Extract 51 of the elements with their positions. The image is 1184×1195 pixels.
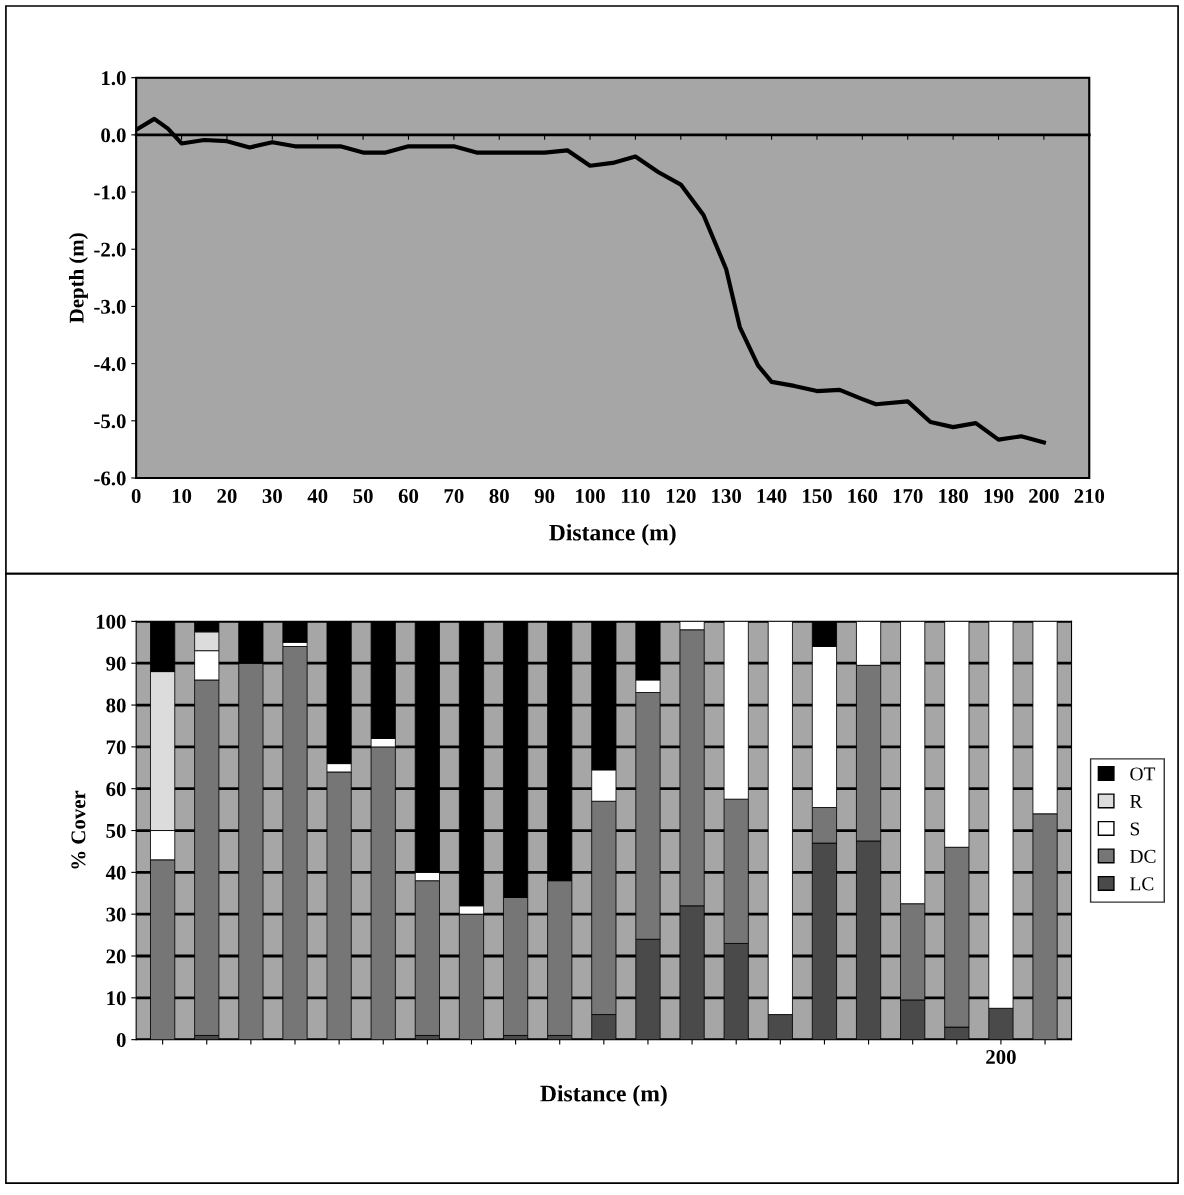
x-tick-label: 130	[712, 489, 742, 504]
x-tick-label: 150	[803, 489, 832, 504]
x-axis-title: Distance (m)	[540, 1084, 667, 1107]
legend-label: R	[1130, 795, 1143, 808]
x-tick-label: 70	[444, 489, 464, 504]
x-tick-label: 190	[984, 489, 1014, 504]
x-tick-label: 80	[489, 489, 509, 504]
x-tick-label: 50	[353, 489, 373, 504]
legend-label: DC	[1130, 849, 1156, 863]
x-tick-label: 0	[131, 489, 141, 504]
x-tick-label: 60	[398, 489, 419, 504]
x-tick-label: 170	[893, 489, 923, 504]
x-tick-label: 90	[534, 489, 555, 504]
y-tick-label: -6.0	[94, 471, 126, 486]
y-tick-label: 0.0	[101, 128, 126, 143]
legend-label: LC	[1130, 877, 1154, 891]
legend-label: S	[1130, 822, 1140, 836]
y-tick-label: 10	[107, 991, 126, 1006]
y-tick-label: 30	[106, 907, 126, 922]
x-tick-label: 30	[262, 489, 282, 504]
x-tick-label: 100	[576, 489, 605, 504]
x-tick-label: 110	[622, 489, 650, 504]
y-tick-label: -5.0	[94, 414, 126, 429]
y-tick-label: 100	[96, 614, 126, 629]
x-tick-label: 210	[1074, 489, 1105, 504]
y-tick-label: 50	[106, 823, 126, 838]
y-tick-label: -4.0	[94, 357, 126, 372]
y-tick-label: 70	[106, 740, 126, 755]
x-tick-label: 40	[307, 489, 328, 504]
y-tick-label: 20	[106, 949, 126, 964]
y-tick-label: -3.0	[94, 299, 126, 314]
y-tick-label: -2.0	[94, 242, 126, 257]
y-tick-label: 40	[105, 865, 126, 880]
x-tick-label: 160	[848, 489, 878, 504]
x-tick-label: 140	[757, 489, 787, 504]
y-tick-label: -1.0	[94, 185, 126, 200]
y-tick-label: 1.0	[102, 71, 126, 86]
legend-label: OT	[1130, 767, 1156, 781]
x-tick-label: 200	[1029, 489, 1059, 504]
x-tick-label: 10	[172, 489, 192, 504]
x-tick-label: 180	[939, 489, 968, 504]
y-tick-label: 0	[116, 1033, 126, 1048]
y-axis-title: Depth (m)	[69, 233, 88, 323]
x-axis-title: Distance (m)	[549, 523, 676, 546]
x-tick-label: 20	[217, 489, 237, 504]
x-tick-label: 120	[666, 489, 696, 504]
y-axis-title: % Cover	[71, 790, 86, 869]
y-tick-label: 60	[106, 782, 126, 797]
y-tick-label: 90	[106, 656, 126, 671]
x-tick-label: 200	[986, 1049, 1016, 1065]
y-tick-label: 80	[106, 698, 126, 713]
